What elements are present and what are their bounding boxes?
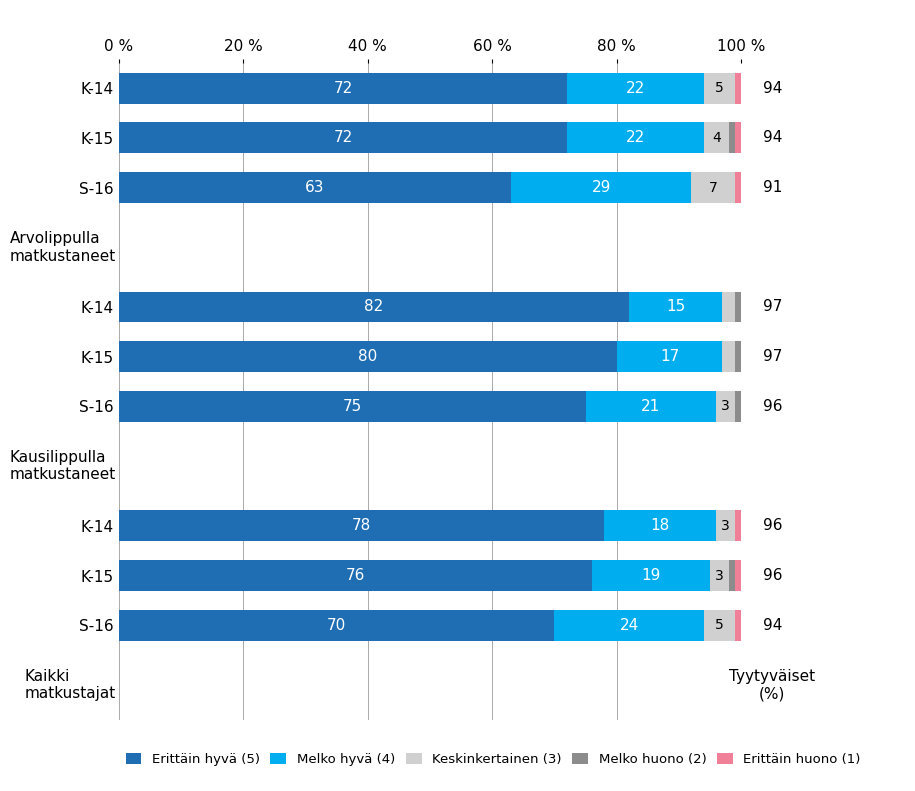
- Text: Kaikki
matkustajat: Kaikki matkustajat: [25, 669, 116, 701]
- Text: 17: 17: [660, 350, 679, 364]
- Bar: [119, 123, 567, 153]
- Text: 94: 94: [762, 81, 782, 96]
- Bar: [704, 123, 728, 153]
- Bar: [735, 391, 741, 422]
- Bar: [119, 510, 604, 541]
- Text: 72: 72: [333, 131, 352, 146]
- Text: Kausilippulla
matkustaneet: Kausilippulla matkustaneet: [9, 450, 116, 483]
- Bar: [735, 73, 741, 104]
- Text: 75: 75: [342, 399, 362, 414]
- Text: 76: 76: [346, 568, 365, 583]
- Bar: [692, 172, 735, 203]
- Text: 19: 19: [641, 568, 661, 583]
- Text: 70: 70: [327, 618, 347, 633]
- Text: 15: 15: [666, 300, 685, 315]
- Bar: [735, 560, 741, 591]
- Text: 3: 3: [721, 519, 730, 533]
- Bar: [617, 341, 723, 372]
- Bar: [630, 292, 723, 323]
- Text: 3: 3: [715, 569, 724, 583]
- Text: 22: 22: [626, 131, 645, 146]
- Bar: [735, 292, 741, 323]
- Bar: [728, 560, 735, 591]
- Bar: [735, 172, 741, 203]
- Text: 94: 94: [762, 618, 782, 633]
- Bar: [554, 610, 704, 641]
- Bar: [704, 73, 735, 104]
- Text: 63: 63: [306, 180, 325, 195]
- Bar: [735, 610, 741, 641]
- Bar: [735, 123, 741, 153]
- Bar: [567, 123, 704, 153]
- Text: 24: 24: [619, 618, 639, 633]
- Bar: [119, 391, 586, 422]
- Bar: [119, 292, 630, 323]
- Bar: [119, 610, 554, 641]
- Text: 97: 97: [762, 300, 782, 315]
- Text: 96: 96: [762, 399, 782, 414]
- Text: Tyytyväiset
(%): Tyytyväiset (%): [729, 669, 815, 701]
- Bar: [567, 73, 704, 104]
- Text: Arvolippulla
matkustaneet: Arvolippulla matkustaneet: [9, 231, 116, 263]
- Text: 3: 3: [721, 399, 730, 414]
- Text: 18: 18: [651, 518, 670, 533]
- Bar: [119, 73, 567, 104]
- Bar: [735, 510, 741, 541]
- Bar: [735, 341, 741, 372]
- Text: 96: 96: [762, 568, 782, 583]
- Bar: [604, 510, 716, 541]
- Legend: Erittäin hyvä (5), Melko hyvä (4), Keskinkertainen (3), Melko huono (2), Erittäi: Erittäin hyvä (5), Melko hyvä (4), Keski…: [125, 753, 861, 766]
- Bar: [716, 391, 735, 422]
- Text: 96: 96: [762, 518, 782, 533]
- Text: 21: 21: [641, 399, 661, 414]
- Text: 97: 97: [762, 350, 782, 364]
- Text: 4: 4: [712, 131, 721, 145]
- Text: 80: 80: [358, 350, 378, 364]
- Bar: [723, 341, 735, 372]
- Bar: [716, 510, 735, 541]
- Bar: [592, 560, 710, 591]
- Text: 5: 5: [715, 81, 724, 95]
- Bar: [723, 292, 735, 323]
- Text: 91: 91: [762, 180, 782, 195]
- Text: 5: 5: [715, 619, 724, 632]
- Text: 22: 22: [626, 81, 645, 96]
- Bar: [119, 172, 511, 203]
- Text: 7: 7: [709, 180, 717, 195]
- Text: 82: 82: [364, 300, 383, 315]
- Bar: [710, 560, 728, 591]
- Bar: [119, 341, 617, 372]
- Bar: [119, 560, 592, 591]
- Bar: [586, 391, 716, 422]
- Bar: [511, 172, 692, 203]
- Text: 72: 72: [333, 81, 352, 96]
- Text: 78: 78: [352, 518, 371, 533]
- Bar: [728, 123, 735, 153]
- Text: 94: 94: [762, 131, 782, 146]
- Text: 29: 29: [591, 180, 611, 195]
- Bar: [704, 610, 735, 641]
